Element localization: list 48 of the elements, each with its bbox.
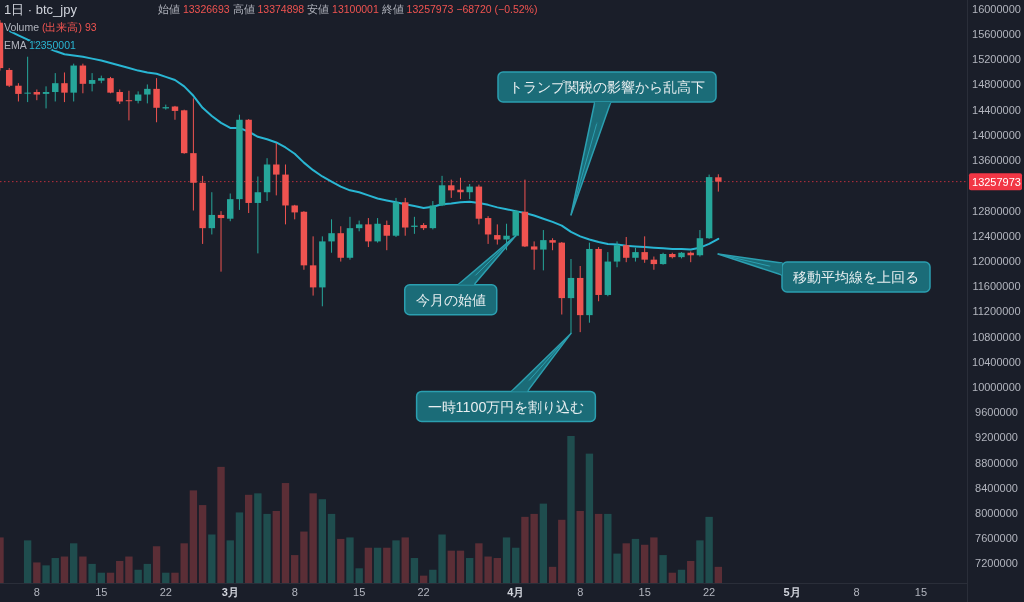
y-tick: 10800000 xyxy=(972,330,1021,343)
y-tick: 16000000 xyxy=(972,2,1021,15)
x-tick: 8 xyxy=(853,586,860,598)
y-tick: 12000000 xyxy=(972,254,1021,267)
annotation: トランプ関税の影響から乱高下 xyxy=(509,79,705,96)
y-tick: 14000000 xyxy=(972,128,1021,141)
y-tick: 10400000 xyxy=(972,355,1021,368)
y-tick: 13600000 xyxy=(972,154,1021,167)
y-tick: 12800000 xyxy=(972,204,1021,217)
y-tick: 11200000 xyxy=(972,305,1021,318)
y-tick: 9600000 xyxy=(975,406,1018,419)
y-tick: 12400000 xyxy=(972,229,1021,242)
x-tick: 15 xyxy=(95,586,108,598)
y-tick: 15600000 xyxy=(972,28,1021,41)
x-tick: 15 xyxy=(638,586,651,598)
x-tick: 15 xyxy=(353,586,366,598)
x-tick: 8 xyxy=(291,586,298,598)
callout: 一時1100万円を割り込む xyxy=(415,332,597,423)
x-tick: 22 xyxy=(703,586,716,598)
annotation: 一時1100万円を割り込む xyxy=(427,398,585,415)
header: Volume (出来高) 93 xyxy=(4,21,97,33)
x-tick: 4月 xyxy=(507,586,525,598)
x-tick: 3月 xyxy=(221,586,239,598)
y-tick: 11600000 xyxy=(972,280,1021,293)
callout: 今月の始値 xyxy=(404,234,517,316)
y-tick: 8000000 xyxy=(975,507,1018,520)
x-tick: 22 xyxy=(417,586,430,598)
x-tick: 5月 xyxy=(783,586,801,598)
x-tick: 8 xyxy=(577,586,584,598)
annotation: 今月の始値 xyxy=(415,291,486,308)
y-tick: 8400000 xyxy=(975,481,1018,494)
y-tick: 7600000 xyxy=(975,532,1018,545)
y-tick: 8800000 xyxy=(975,456,1018,469)
header: 始値 13326693 高値 13374898 安値 13100001 終値 13257973 −68720 (−0.52%) xyxy=(158,3,538,15)
x-tick: 8 xyxy=(33,586,40,598)
y-tick: 9200000 xyxy=(975,431,1018,444)
y-tick: 14400000 xyxy=(972,103,1021,116)
y-tick: 10000000 xyxy=(972,381,1021,393)
title: 1日 · btc_jpy xyxy=(4,2,77,17)
x-tick: 15 xyxy=(914,586,928,598)
callout: トランプ関税の影響から乱高下 xyxy=(497,71,717,216)
y-tick: 14800000 xyxy=(972,78,1021,91)
y-tick: 7200000 xyxy=(975,557,1018,570)
x-tick: 22 xyxy=(159,586,172,598)
y-tick: 15200000 xyxy=(972,53,1021,66)
annotation: 移動平均線を上回る xyxy=(793,269,919,286)
callout: 移動平均線を上回る xyxy=(717,253,931,293)
ref-label: 13257973 xyxy=(969,173,1022,191)
